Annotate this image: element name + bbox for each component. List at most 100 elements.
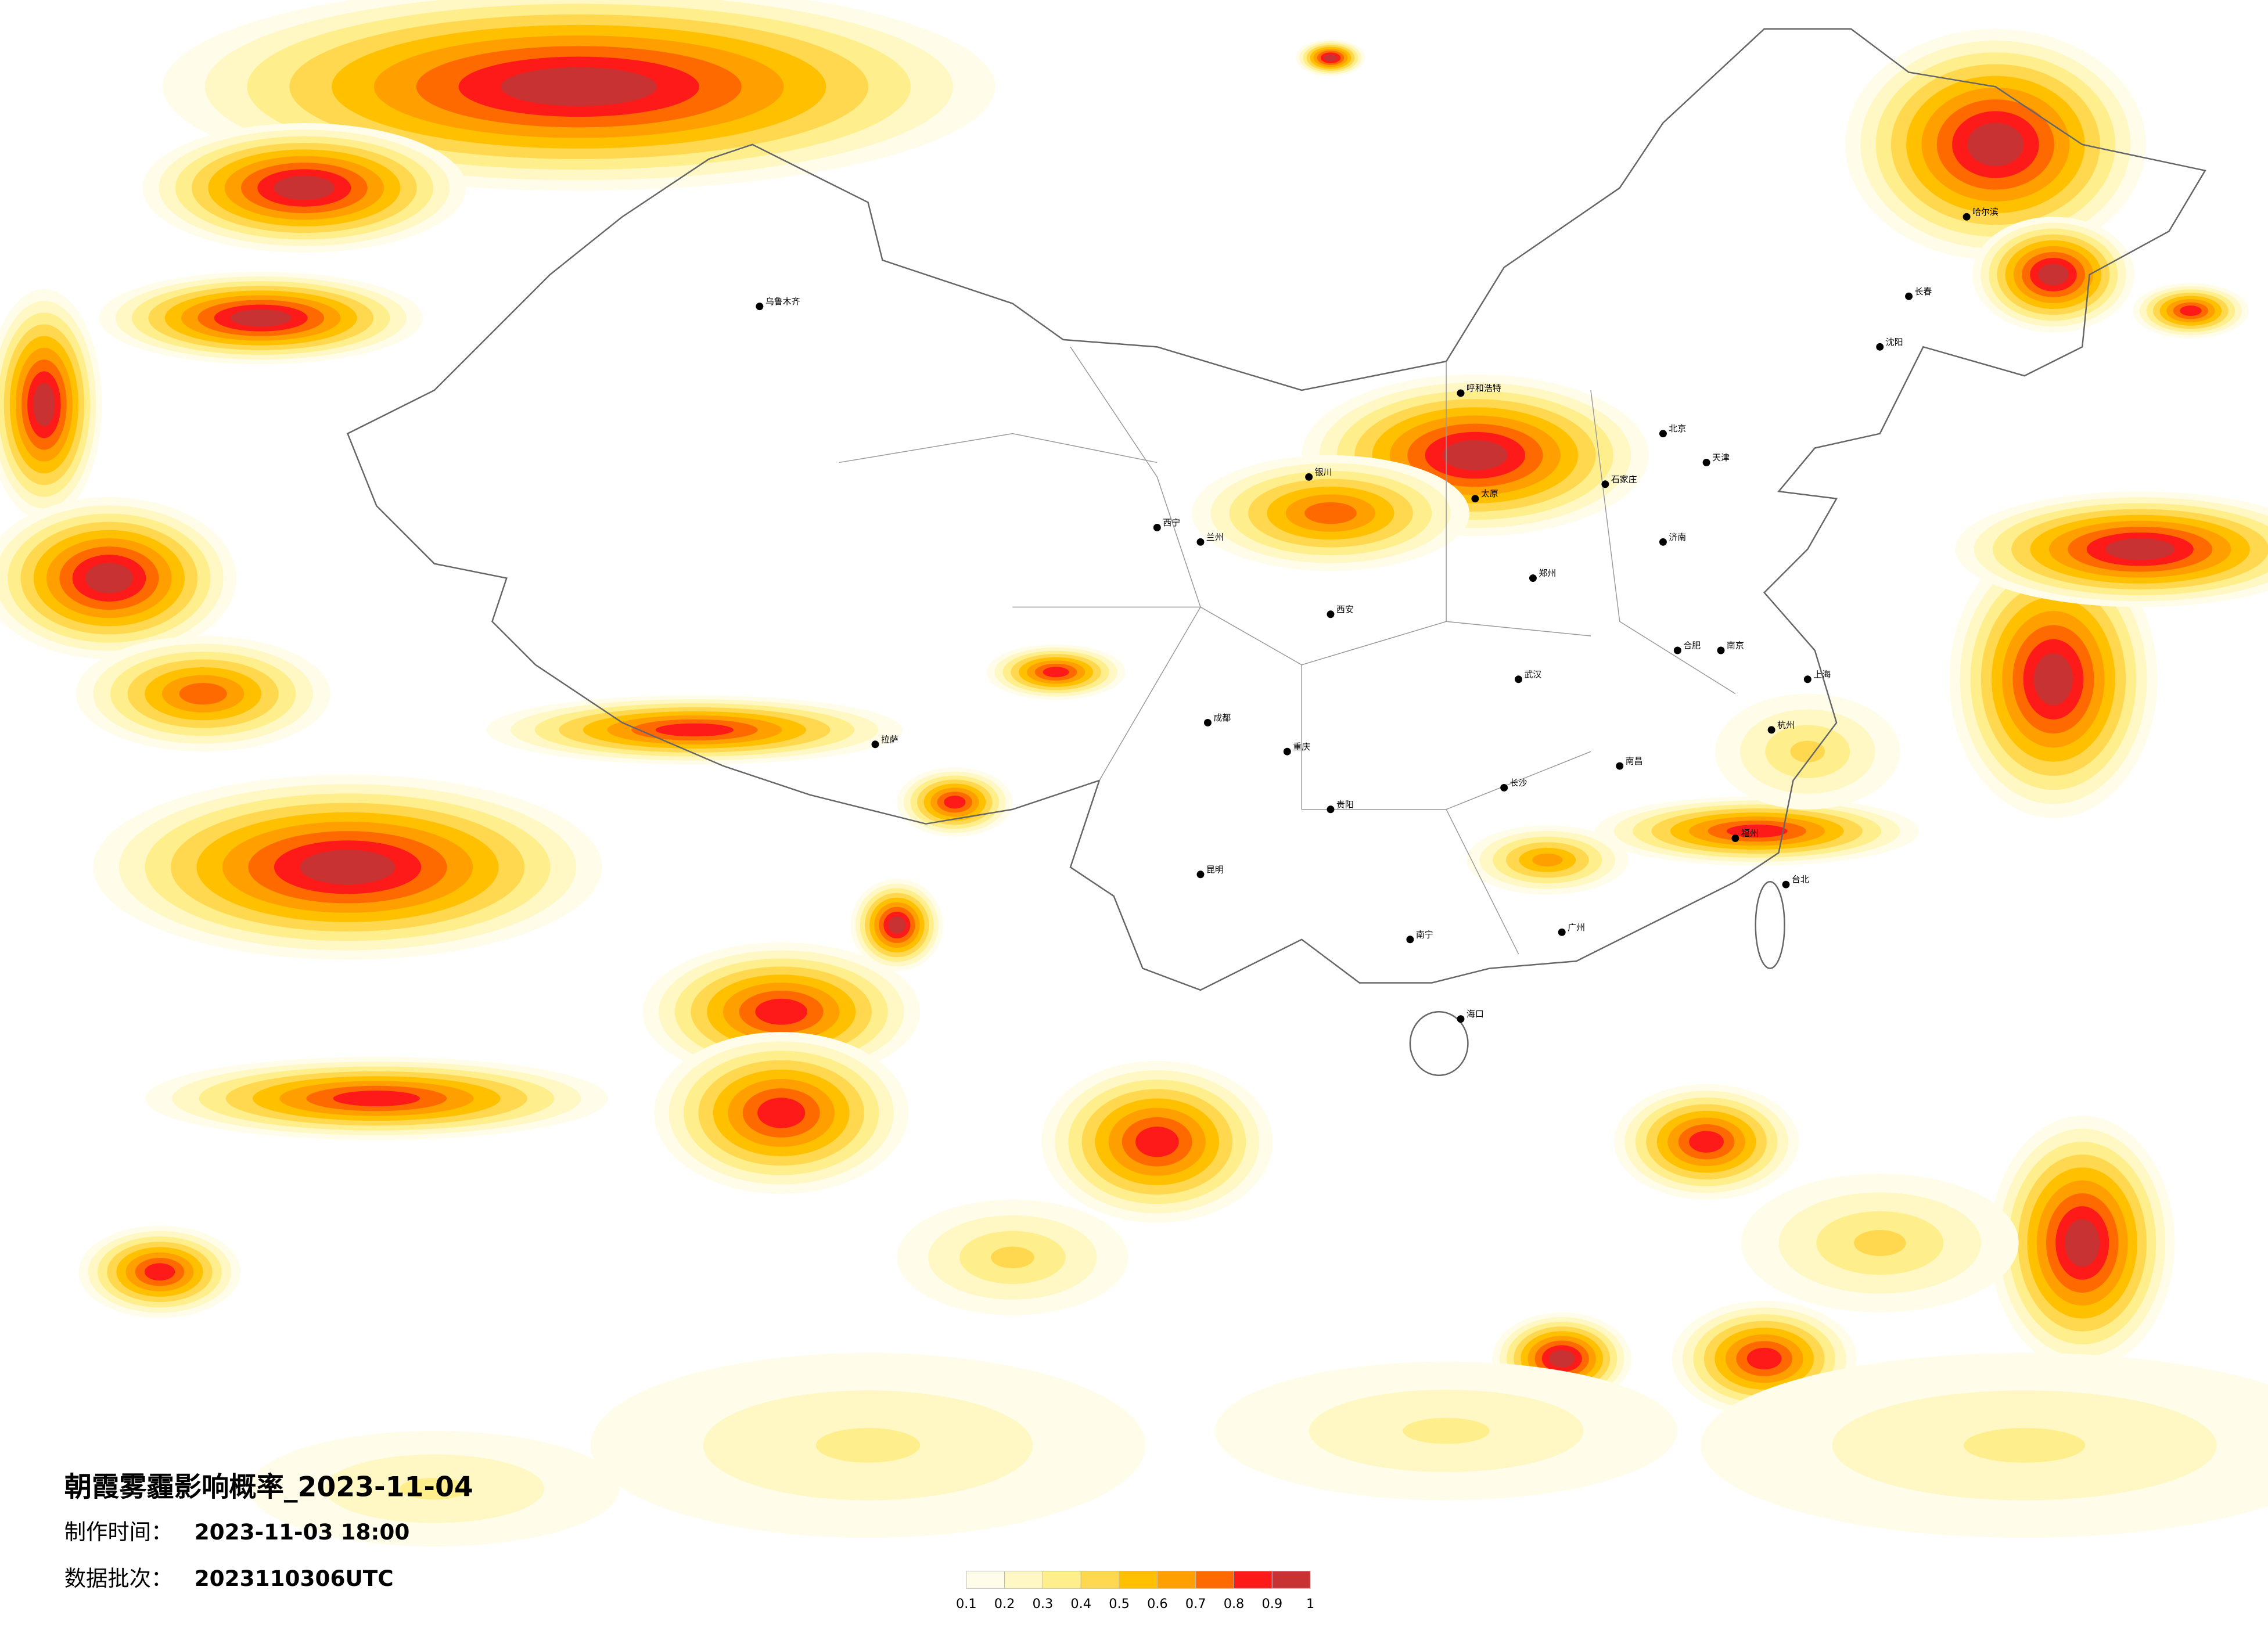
city-dot [1406, 936, 1414, 944]
colorbar-segment [1195, 1570, 1235, 1589]
city-label: 福州 [1741, 828, 1759, 839]
city-dot [1529, 574, 1537, 582]
city-dot [1196, 538, 1205, 546]
city-dot [1673, 646, 1681, 654]
city-dot [1767, 726, 1775, 734]
haze-blob [144, 1263, 175, 1281]
city-label: 武汉 [1525, 669, 1542, 679]
haze-blob [400, 1477, 469, 1500]
colorbar-tick-label: 1 [1306, 1596, 1314, 1611]
haze-blob [300, 850, 396, 885]
city-dot [1616, 762, 1624, 770]
city-label: 南昌 [1626, 756, 1643, 767]
haze-blob [1043, 667, 1069, 678]
city-dot [1196, 870, 1205, 879]
colorbar-segment [1157, 1570, 1196, 1589]
haze-blob [944, 796, 966, 809]
haze-blob [2033, 653, 2073, 706]
time-value: 2023-11-03 18:00 [195, 1519, 410, 1545]
city-dot [1876, 343, 1884, 351]
haze-blob [757, 1098, 806, 1128]
city-dot [1305, 473, 1313, 481]
city-label: 太原 [1481, 488, 1498, 499]
haze-blob [1442, 440, 1508, 471]
colorbar-segment [1080, 1570, 1120, 1589]
haze-blob [2180, 305, 2202, 316]
taiwan-outline [1755, 880, 1785, 969]
haze-blob [1548, 1350, 1575, 1368]
haze-blob [2038, 264, 2069, 286]
haze-blob [33, 383, 55, 427]
haze-blob [333, 1091, 420, 1106]
haze-blob [1532, 853, 1563, 867]
haze-blob [1689, 1131, 1724, 1153]
city-label: 成都 [1213, 713, 1231, 723]
haze-blob [230, 309, 292, 327]
city-dot [1283, 747, 1291, 756]
city-dot [1203, 718, 1212, 726]
city-dot [1659, 538, 1667, 546]
city-dot [1457, 389, 1465, 397]
city-label: 南京 [1727, 641, 1744, 651]
colorbar-segment [1042, 1570, 1081, 1589]
time-label: 制作时间： [64, 1519, 173, 1545]
city-label: 石家庄 [1611, 474, 1637, 484]
colorbar-tick-label: 0.6 [1147, 1596, 1168, 1611]
haze-blob [1790, 740, 1825, 762]
city-label: 长沙 [1510, 778, 1527, 788]
colorbar-tick-label: 0.5 [1109, 1596, 1130, 1611]
hainan-outline [1409, 1010, 1469, 1076]
colorbar-tick-label: 0.1 [956, 1596, 977, 1611]
colorbar-segment [966, 1570, 1005, 1589]
city-label: 西宁 [1163, 517, 1180, 528]
city-dot [1515, 675, 1523, 684]
city-label: 长春 [1915, 286, 1932, 297]
haze-blob [85, 563, 133, 593]
title: 朝霞雾霾影响概率_2023-11-04 [64, 1472, 473, 1503]
colorbar-segment [1004, 1570, 1043, 1589]
city-dot [1963, 213, 1971, 221]
batch-value: 2023110306UTC [195, 1566, 394, 1591]
city-label: 济南 [1669, 532, 1686, 542]
haze-blob [1964, 1428, 2086, 1463]
haze-blob [179, 683, 227, 705]
colorbar-segment [1119, 1570, 1158, 1589]
haze-blob [1304, 502, 1357, 524]
city-dot [1782, 880, 1790, 888]
province-lines [839, 346, 1736, 955]
city-dot [1601, 480, 1609, 488]
city-label: 沈阳 [1886, 337, 1903, 347]
haze-blob [2065, 1219, 2100, 1267]
city-dot [1327, 610, 1335, 618]
haze-blob [2105, 538, 2175, 560]
city-dot [1731, 834, 1739, 843]
city-label: 广州 [1568, 922, 1585, 933]
haze-blob [1324, 54, 1338, 62]
colorbar-tick-label: 0.3 [1033, 1596, 1054, 1611]
city-label: 合肥 [1683, 641, 1701, 651]
city-dot [756, 303, 764, 311]
haze-layer [0, 0, 2268, 1547]
city-label: 西安 [1336, 604, 1354, 614]
haze-blob [888, 916, 906, 934]
colorbar-segment [1271, 1570, 1311, 1589]
city-label: 银川 [1315, 467, 1332, 477]
city-label: 天津 [1712, 452, 1730, 463]
city-dot [1803, 675, 1811, 684]
city-label: 乌鲁木齐 [765, 296, 800, 307]
haze-blob [755, 998, 808, 1025]
city-label: 拉萨 [881, 734, 898, 744]
city-label: 呼和浩特 [1467, 383, 1501, 394]
city-label: 哈尔滨 [1972, 207, 1999, 217]
city-label: 杭州 [1777, 720, 1795, 730]
china-outline [346, 28, 2206, 991]
city-label: 台北 [1792, 875, 1809, 885]
city-dot [1471, 495, 1479, 503]
city-dot [1457, 1015, 1465, 1023]
haze-blob [501, 67, 657, 106]
city-label: 北京 [1669, 423, 1686, 434]
city-dot [1327, 805, 1335, 814]
haze-blob [1726, 824, 1788, 838]
city-dot [1153, 523, 1161, 531]
